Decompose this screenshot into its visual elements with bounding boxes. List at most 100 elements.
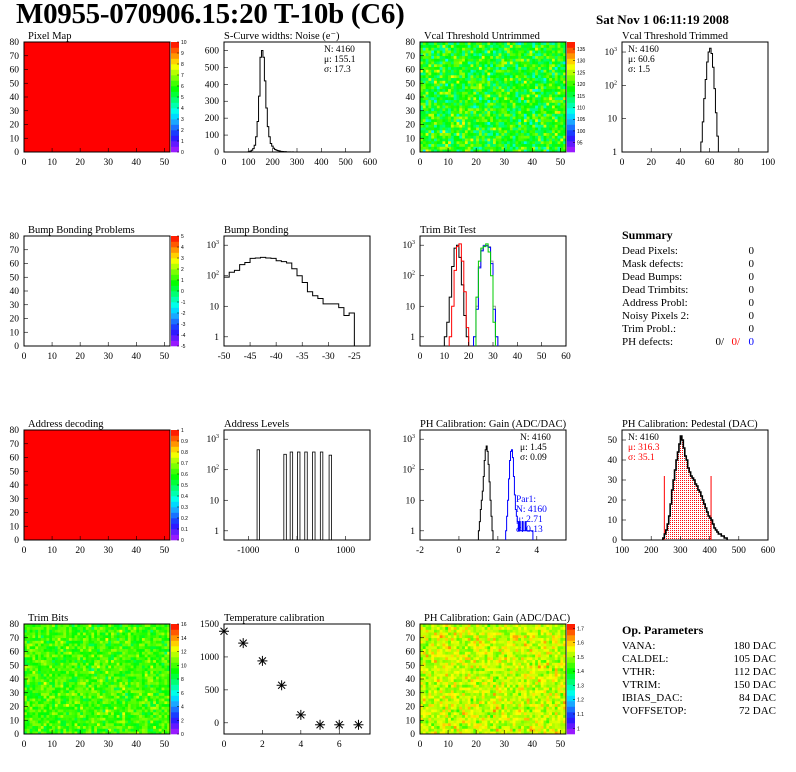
x-tick-label: 400	[702, 546, 717, 556]
heatmap-cell	[481, 141, 485, 145]
heatmap-cell	[543, 88, 547, 92]
heatmap-cell	[97, 629, 101, 633]
heatmap-cell	[425, 53, 429, 57]
heatmap-cell	[554, 149, 558, 153]
heatmap-cell	[150, 692, 154, 696]
x-tick-label: 1000	[336, 546, 355, 556]
heatmap-cell	[453, 88, 457, 92]
heatmap-cell	[484, 116, 488, 120]
heatmap-cell	[476, 130, 480, 134]
heatmap-cell	[97, 728, 101, 732]
heatmap-cell	[127, 673, 131, 677]
heatmap-cell	[63, 725, 67, 729]
heatmap-cell	[111, 662, 115, 666]
heatmap-cell	[439, 113, 443, 117]
heatmap-cell	[439, 83, 443, 87]
colorbar-segment	[567, 119, 575, 125]
histogram-series-4	[475, 243, 496, 346]
heatmap-cell	[91, 654, 95, 658]
heatmap-cell	[74, 632, 78, 636]
heatmap-cell	[498, 83, 502, 87]
heatmap-cell	[459, 75, 463, 79]
heatmap-cell	[453, 99, 457, 103]
heatmap-cell	[26, 670, 30, 674]
heatmap-cell	[68, 673, 73, 677]
heatmap-cell	[459, 88, 463, 92]
colorbar-segment	[171, 479, 179, 486]
heatmap-cell	[60, 646, 64, 650]
heatmap-cell	[153, 687, 157, 691]
heatmap-cell	[46, 665, 50, 669]
heatmap-cell	[130, 648, 134, 652]
heatmap-cell	[467, 102, 471, 106]
heatmap-cell	[490, 113, 494, 117]
heatmap-cell	[150, 676, 154, 680]
heatmap-cell	[551, 141, 556, 145]
heatmap-cell	[29, 670, 33, 674]
heatmap-cell	[105, 646, 109, 650]
heatmap-cell	[102, 695, 106, 699]
heatmap-cell	[119, 690, 123, 694]
heatmap-cell	[32, 648, 36, 652]
chart-title: Vcal Threshold Trimmed	[622, 31, 729, 42]
heatmap-cell	[35, 632, 39, 636]
heatmap-cell	[487, 97, 491, 101]
heatmap-cell	[532, 69, 536, 73]
heatmap-cell	[420, 149, 424, 153]
heatmap-cell	[476, 64, 480, 68]
heatmap-cell	[144, 698, 148, 702]
heatmap-cell	[532, 127, 536, 131]
heatmap-cell	[147, 657, 151, 661]
x-tick-label: 50	[556, 158, 566, 168]
heatmap-cell	[94, 712, 98, 716]
heatmap-cell	[434, 47, 438, 51]
colorbar-segment	[567, 53, 575, 59]
heatmap-cell	[523, 97, 527, 101]
heatmap-cell	[119, 648, 123, 652]
x-tick-label: 500	[732, 546, 747, 556]
heatmap-cell	[52, 712, 56, 716]
heatmap-cell	[71, 731, 75, 735]
heatmap-cell	[122, 692, 126, 696]
heatmap-cell	[478, 141, 483, 145]
heatmap-cell	[99, 665, 103, 669]
heatmap-cell	[122, 695, 126, 699]
heatmap-cell	[422, 723, 426, 727]
heatmap-cell	[425, 692, 429, 696]
heatmap-cell	[431, 47, 435, 51]
heatmap-cell	[130, 725, 134, 729]
heatmap-cell	[532, 108, 536, 112]
heatmap-cell	[450, 119, 454, 123]
heatmap-cell	[535, 61, 539, 65]
heatmap-cell	[453, 72, 457, 76]
heatmap-cell	[49, 662, 53, 666]
heatmap-cell	[158, 709, 162, 713]
heatmap-cell	[119, 703, 123, 707]
heatmap-cell	[68, 714, 73, 718]
heatmap-cell	[127, 659, 131, 663]
heatmap-cell	[487, 113, 491, 117]
heatmap-cell	[136, 720, 140, 724]
y-tick-label: 1	[410, 527, 415, 537]
heatmap-cell	[442, 119, 446, 123]
colorbar-tick-label: 6	[181, 84, 184, 90]
heatmap-cell	[130, 624, 134, 628]
heatmap-cell	[99, 712, 103, 716]
heatmap-cell	[529, 113, 533, 117]
heatmap-cell	[108, 673, 112, 677]
heatmap-cell	[111, 717, 115, 721]
heatmap-cell	[507, 91, 511, 95]
heatmap-cell	[38, 640, 42, 644]
heatmap-cell	[554, 116, 558, 120]
heatmap-cell	[459, 97, 463, 101]
heatmap-cell	[125, 701, 129, 705]
heatmap-cell	[422, 108, 426, 112]
heatmap-cell	[420, 646, 424, 650]
heatmap-cell	[71, 692, 75, 696]
heatmap-cell	[442, 88, 446, 92]
heatmap-cell	[102, 703, 106, 707]
heatmap-cell	[464, 83, 469, 87]
heatmap-cell	[29, 632, 33, 636]
heatmap-cell	[147, 629, 151, 633]
heatmap-cell	[487, 72, 491, 76]
